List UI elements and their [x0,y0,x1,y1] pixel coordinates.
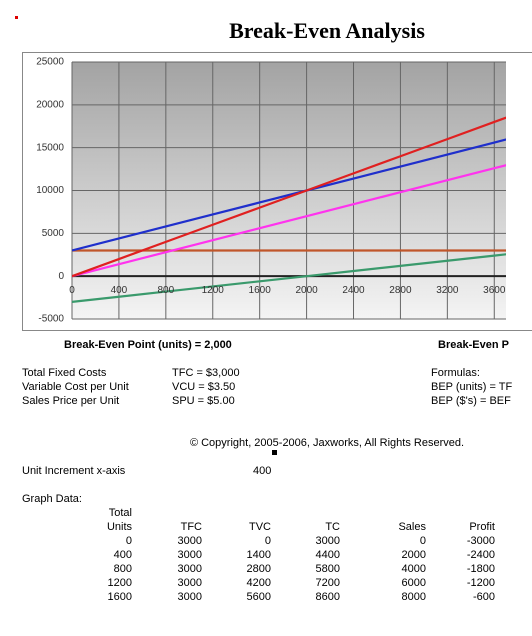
bep-dollars: Break-Even P [438,339,509,351]
y-tick-label: 5000 [42,228,65,239]
copyright: © Copyright, 2005-2006, Jaxworks, All Ri… [189,437,465,449]
table-header: Profit [469,521,495,533]
unit-increment-label: Unit Increment x-axis [22,465,126,477]
table-cell: 400 [113,549,132,561]
table-cell: 3000 [177,577,202,589]
x-tick-label: 1600 [249,285,272,296]
y-tick-label: 15000 [36,142,64,153]
table-cell: 2800 [246,563,271,575]
table-cell: 3000 [177,549,202,561]
x-tick-label: 3200 [436,285,459,296]
table-cell: 6000 [401,577,426,589]
table-cell: 8600 [315,591,340,603]
table-cell: -1200 [466,577,495,589]
table-cell: 1400 [246,549,271,561]
formula: BEP ($'s) = BEF [431,395,511,407]
table-cell: -3000 [466,535,495,547]
y-tick-label: 0 [58,271,64,282]
series-line [72,116,506,278]
y-tick-label: 20000 [36,99,64,110]
input-value: TFC = $3,000 [172,367,240,379]
table-header: Total [108,507,132,519]
x-tick-label: 3600 [483,285,506,296]
input-value: VCU = $3.50 [172,381,236,393]
x-tick-label: 0 [69,285,75,296]
y-tick-label: 25000 [36,57,64,68]
table-cell: 3000 [315,535,340,547]
table-header: Sales [398,521,426,533]
table-cell: 3000 [177,563,202,575]
series-line [72,253,506,303]
table-cell: -2400 [466,549,495,561]
title: Break-Even Analysis [229,18,425,43]
table-cell: 4000 [401,563,426,575]
table-cell: 4200 [246,577,271,589]
table-cell: 800 [113,563,132,575]
table-cell: 5600 [246,591,271,603]
y-tick-label: 10000 [36,185,64,196]
table-cell: 0 [125,535,132,547]
table-cell: 0 [264,535,271,547]
unit-increment-value: 400 [253,465,272,477]
bep-units: Break-Even Point (units) = 2,000 [64,339,232,351]
x-tick-label: 1200 [202,285,225,296]
formula: BEP (units) = TF [431,381,513,393]
table-cell: 4400 [315,549,340,561]
table-cell: 5800 [315,563,340,575]
table-header: TVC [249,521,271,533]
x-tick-label: 2800 [389,285,412,296]
table-cell: -1800 [466,563,495,575]
input-label: Variable Cost per Unit [22,381,129,393]
y-tick-label: -5000 [38,314,64,325]
table-header: TFC [180,521,202,533]
table-cell: 1600 [107,591,132,603]
cell-cursor [272,450,277,455]
table-cell: 3000 [177,535,202,547]
x-tick-label: 2000 [295,285,318,296]
series-line [72,164,506,278]
table-cell: -600 [472,591,495,603]
table-header: Units [106,521,132,533]
table-cell: 0 [419,535,426,547]
marker-dot [15,16,18,19]
formulas-label: Formulas: [431,367,480,379]
table-cell: 7200 [315,577,340,589]
table-cell: 3000 [177,591,202,603]
x-tick-label: 800 [157,285,174,296]
graph-data-label: Graph Data: [22,493,82,505]
chart: -5000 0 5000 10000 15000 20000 25000 0 400 800 120… [22,52,532,331]
x-tick-label: 2400 [342,285,365,296]
table-cell: 1200 [107,577,132,589]
table-cell: 8000 [401,591,426,603]
input-label: Sales Price per Unit [22,395,120,407]
table-header: TC [325,521,340,533]
input-value: SPU = $5.00 [172,395,235,407]
x-tick-label: 400 [111,285,128,296]
table-cell: 2000 [401,549,426,561]
input-label: Total Fixed Costs [22,367,107,379]
